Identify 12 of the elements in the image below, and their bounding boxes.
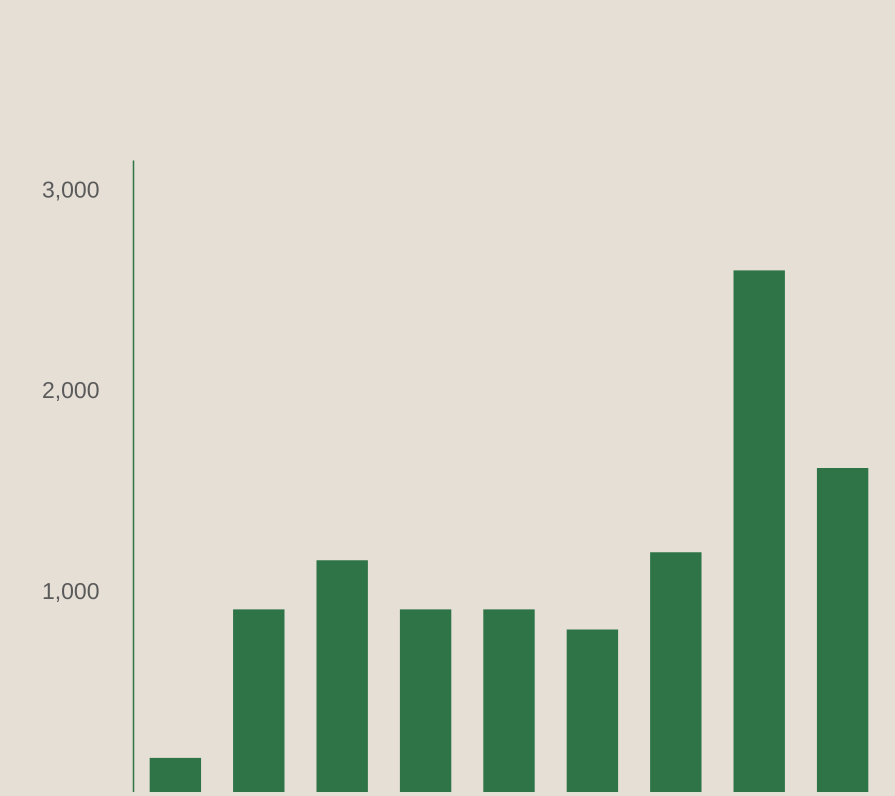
y-tick-label: 2,000 <box>42 377 100 404</box>
bar <box>566 629 618 792</box>
y-tick-label: 3,000 <box>42 176 100 203</box>
bar <box>150 758 202 792</box>
bar <box>316 560 368 792</box>
bar <box>233 609 284 792</box>
bar <box>650 552 702 792</box>
y-tick-label: 1,000 <box>42 578 100 604</box>
bar <box>483 609 535 792</box>
bar <box>734 270 785 792</box>
bar <box>816 468 868 792</box>
bar <box>400 609 452 792</box>
